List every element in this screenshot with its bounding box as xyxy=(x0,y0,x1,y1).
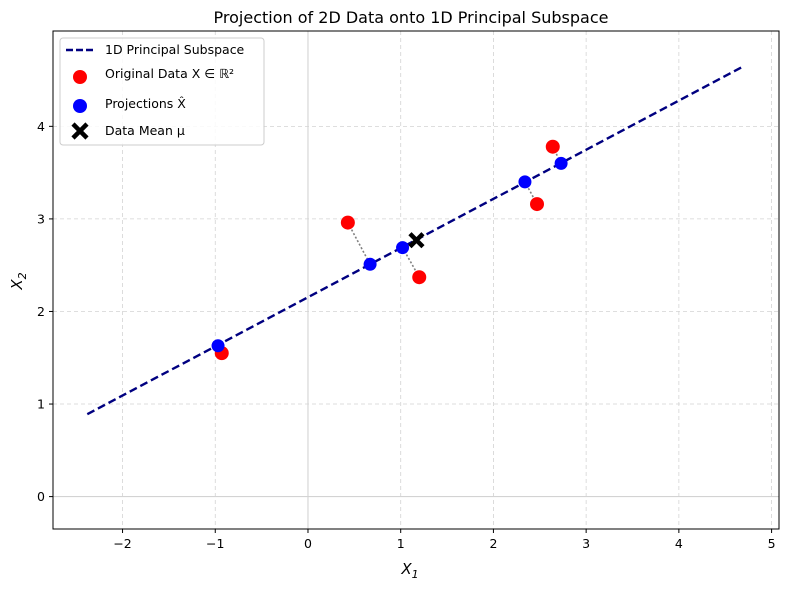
original-data-point xyxy=(545,139,560,154)
projection-connector xyxy=(552,146,562,164)
x-tick-label: 5 xyxy=(768,536,776,551)
projection-point xyxy=(554,156,568,170)
legend-box xyxy=(59,37,265,146)
x-tick-label: 1 xyxy=(397,536,405,551)
original-points-layer xyxy=(214,139,560,361)
y-axis-title: X2 xyxy=(8,272,29,290)
principal-line-layer xyxy=(86,65,745,416)
original-data-point xyxy=(412,270,427,285)
zero-axes-layer xyxy=(53,31,779,529)
legend-mean-swatch xyxy=(71,122,89,140)
x-tick-label: 0 xyxy=(304,536,312,551)
projection-point xyxy=(396,241,410,255)
legend-projection-label: Projections X̂ xyxy=(105,96,186,111)
plot-frame xyxy=(52,30,780,530)
mean-marker-layer xyxy=(408,232,425,249)
legend-original-swatch xyxy=(73,70,87,84)
connector-layer xyxy=(217,146,562,354)
projection-points-layer xyxy=(211,156,568,353)
x-tick-label: 2 xyxy=(489,536,497,551)
projection-point xyxy=(518,175,532,189)
projection-connector xyxy=(347,222,371,265)
legend-original-label: Original Data X ∈ ℝ² xyxy=(105,66,234,81)
chart-title: Projection of 2D Data onto 1D Principal … xyxy=(214,8,609,27)
tick-layer: −2 −1 0 1 2 3 4 5 0 1 2 3 4 xyxy=(37,119,776,551)
data-mean-marker xyxy=(408,232,425,249)
y-tick-label: 2 xyxy=(37,304,45,319)
x-tick-label: −1 xyxy=(206,536,224,551)
original-data-point xyxy=(530,197,544,212)
y-tick-label: 1 xyxy=(37,397,45,412)
x-axis-title: X1 xyxy=(400,560,418,581)
legend-principal-line-label: 1D Principal Subspace xyxy=(105,42,245,57)
legend: 1D Principal Subspace Original Data X ∈ … xyxy=(59,37,265,146)
y-tick-label: 3 xyxy=(37,211,45,226)
y-tick-label: 4 xyxy=(37,119,45,134)
x-tick-label: 4 xyxy=(675,536,683,551)
y-tick-label: 0 xyxy=(37,489,45,504)
projection-point xyxy=(363,257,377,271)
x-tick-label: −2 xyxy=(113,536,131,551)
principal-subspace-line xyxy=(86,65,745,416)
legend-mean-label: Data Mean μ xyxy=(105,123,185,138)
original-data-point xyxy=(340,215,355,230)
projection-point xyxy=(211,339,225,353)
legend-projection-swatch xyxy=(73,99,87,113)
x-tick-label: 3 xyxy=(582,536,590,551)
